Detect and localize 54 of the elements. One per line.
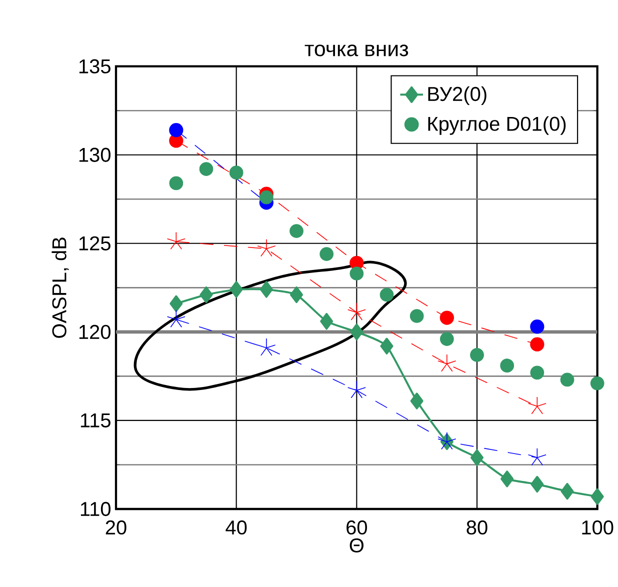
- point: [530, 337, 544, 352]
- x-tick-label: 60: [346, 520, 367, 535]
- y-tick-label: 135: [79, 59, 110, 74]
- y-tick-label: 120: [79, 324, 110, 340]
- point: [500, 470, 514, 488]
- x-tick-label: 40: [226, 520, 247, 535]
- point: [347, 302, 366, 320]
- point: [166, 310, 186, 328]
- point: [528, 448, 546, 466]
- point: [350, 324, 364, 340]
- point: [590, 488, 604, 505]
- point: [410, 309, 424, 323]
- point: [410, 392, 424, 410]
- point: [440, 332, 454, 346]
- point: [257, 338, 276, 356]
- legend-label: ВУ2(0): [428, 86, 486, 106]
- y-tick-label: 130: [79, 148, 110, 162]
- x-axis-title: Θ: [350, 538, 364, 553]
- point: [380, 288, 394, 302]
- point: [290, 224, 304, 238]
- point: [470, 449, 484, 466]
- point: [347, 380, 366, 398]
- point: [530, 320, 544, 334]
- point: [380, 338, 394, 354]
- point: [530, 366, 544, 380]
- point: [560, 372, 574, 387]
- y-tick-label: 115: [80, 413, 110, 428]
- point: [170, 295, 183, 312]
- y-tick-label: 110: [80, 502, 110, 516]
- y-axis-title: OASPL, dB: [52, 238, 69, 338]
- point: [470, 348, 484, 362]
- chart-title: точка вниз: [304, 44, 408, 56]
- point: [530, 476, 544, 493]
- point: [590, 376, 604, 390]
- point: [257, 238, 276, 257]
- point: [290, 286, 303, 304]
- point: [438, 354, 456, 372]
- point: [230, 281, 243, 298]
- point: [166, 232, 186, 250]
- x-tick-label: 80: [466, 520, 488, 535]
- point: [528, 396, 546, 414]
- point: [438, 432, 456, 450]
- x-tick-label: 100: [582, 520, 614, 535]
- point: [560, 482, 574, 500]
- point: [320, 312, 334, 330]
- point: [500, 358, 514, 373]
- point: [320, 247, 334, 261]
- point: [440, 310, 454, 325]
- y-tick-label: 125: [79, 236, 110, 250]
- legend-label: Круглое D01(0): [428, 116, 566, 135]
- x-tick-label: 20: [106, 520, 126, 535]
- point: [200, 286, 213, 304]
- point: [350, 266, 364, 280]
- point: [260, 281, 273, 298]
